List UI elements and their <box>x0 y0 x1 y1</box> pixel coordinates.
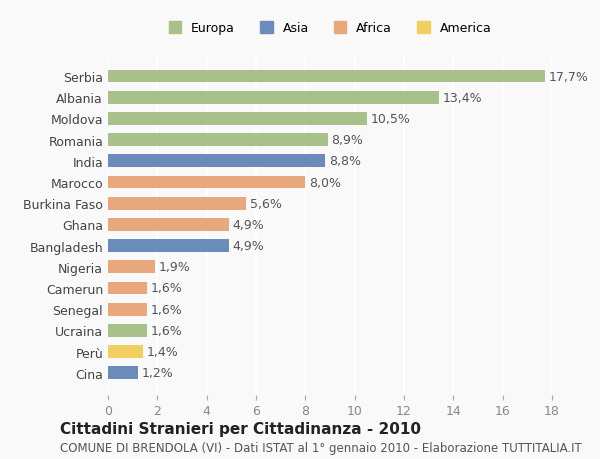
Bar <box>108 92 439 104</box>
Text: 1,2%: 1,2% <box>142 366 173 380</box>
Bar <box>108 367 137 379</box>
Text: 1,6%: 1,6% <box>151 303 183 316</box>
Bar <box>108 240 229 252</box>
Bar <box>108 346 143 358</box>
Text: 1,4%: 1,4% <box>146 345 178 358</box>
Bar <box>108 134 328 147</box>
Bar <box>108 71 545 83</box>
Text: 4,9%: 4,9% <box>233 240 265 252</box>
Text: 1,9%: 1,9% <box>158 261 190 274</box>
Text: 8,8%: 8,8% <box>329 155 361 168</box>
Text: 5,6%: 5,6% <box>250 197 282 210</box>
Bar <box>108 176 305 189</box>
Bar <box>108 303 148 316</box>
Bar <box>108 282 148 295</box>
Text: 1,6%: 1,6% <box>151 282 183 295</box>
Bar <box>108 261 155 274</box>
Text: 8,9%: 8,9% <box>331 134 363 147</box>
Text: Cittadini Stranieri per Cittadinanza - 2010: Cittadini Stranieri per Cittadinanza - 2… <box>60 421 421 436</box>
Bar <box>108 218 229 231</box>
Text: 10,5%: 10,5% <box>371 112 410 126</box>
Text: 17,7%: 17,7% <box>548 70 588 84</box>
Text: 8,0%: 8,0% <box>309 176 341 189</box>
Text: COMUNE DI BRENDOLA (VI) - Dati ISTAT al 1° gennaio 2010 - Elaborazione TUTTITALI: COMUNE DI BRENDOLA (VI) - Dati ISTAT al … <box>60 442 582 454</box>
Bar <box>108 113 367 125</box>
Bar <box>108 325 148 337</box>
Bar <box>108 155 325 168</box>
Legend: Europa, Asia, Africa, America: Europa, Asia, Africa, America <box>164 17 496 40</box>
Text: 1,6%: 1,6% <box>151 324 183 337</box>
Bar <box>108 197 246 210</box>
Text: 13,4%: 13,4% <box>442 91 482 105</box>
Text: 4,9%: 4,9% <box>233 218 265 231</box>
